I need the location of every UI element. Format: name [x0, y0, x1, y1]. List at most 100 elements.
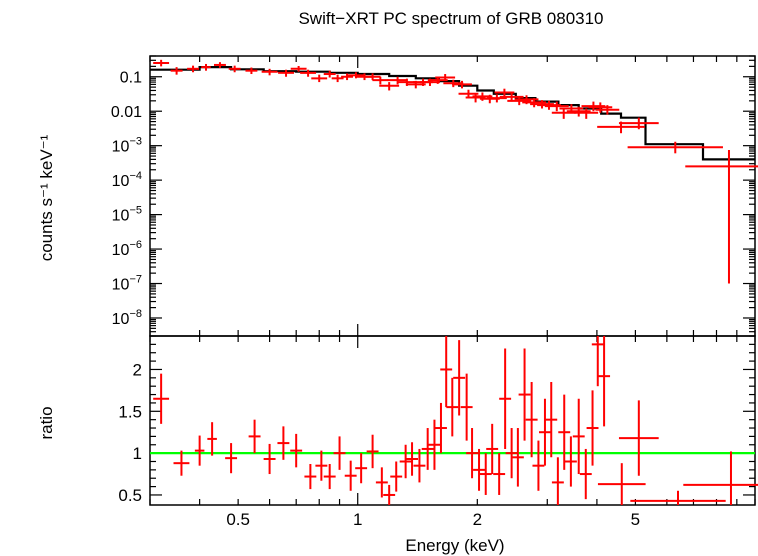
ratio-data-point	[518, 348, 531, 441]
ratio-data-point	[532, 440, 545, 491]
spectrum-data-point	[379, 82, 400, 91]
ratio-data-point	[277, 426, 290, 460]
ratio-data-point	[153, 373, 170, 424]
y-tick-label: 0.5	[118, 486, 142, 505]
ratio-data-point	[383, 484, 396, 505]
ratio-data-point	[173, 450, 190, 476]
ratio-data-point	[493, 453, 506, 495]
spectrum-data-point	[588, 102, 613, 113]
ratio-data-point	[572, 398, 585, 475]
spectrum-data-point	[228, 65, 241, 73]
ratio-data-point	[406, 442, 419, 476]
ratio-data-point	[248, 419, 261, 454]
ratio-data-point	[618, 400, 659, 476]
spectrum-data-point	[153, 59, 170, 67]
ratio-data-point	[399, 444, 412, 479]
ratio-data-point	[435, 402, 447, 454]
spectrum-data-point	[435, 74, 456, 82]
ratio-data-point	[466, 428, 479, 479]
ratio-data-point	[558, 394, 571, 470]
spectrum-data-point	[245, 67, 258, 75]
spectrum-data-point	[618, 117, 659, 130]
ratio-data-point	[586, 390, 599, 466]
model-step-line	[150, 66, 755, 161]
y-tick-label: 0.1	[120, 70, 142, 87]
ratio-data-point	[375, 467, 388, 498]
ratio-data-point	[225, 443, 238, 474]
ratio-data-point	[390, 461, 403, 492]
ratio-data-point	[511, 428, 524, 487]
spectrum-data-point	[300, 69, 317, 77]
ratio-data-point	[683, 451, 758, 505]
y-tick-label: 10−8	[112, 308, 142, 328]
ratio-data-point	[304, 464, 317, 490]
y-tick-label: 2	[133, 360, 142, 379]
spectrum-data-point	[341, 73, 354, 81]
ratio-data-point	[194, 435, 205, 466]
spectrum-data-point	[187, 65, 199, 73]
spectrum-data-point	[201, 63, 211, 71]
x-tick-label: 0.5	[226, 510, 250, 529]
spectrum-data-point	[544, 101, 569, 112]
spectrum-data-point	[372, 76, 389, 85]
spectrum-data-point	[494, 88, 515, 97]
x-tick-label: 2	[473, 510, 482, 529]
ratio-data-point	[564, 436, 577, 487]
ratio-data-point	[453, 340, 466, 416]
ratio-data-point	[263, 443, 276, 475]
ratio-data-point	[323, 464, 336, 490]
y-tick-label: 10−5	[112, 205, 142, 225]
spectrum-data-point	[348, 72, 364, 79]
y-tick-label: 10−6	[112, 239, 142, 259]
ratio-data-point	[355, 453, 368, 484]
y-tick-label: 10−3	[112, 136, 142, 156]
spectrum-data-point	[331, 74, 344, 83]
spectrum-data-point	[486, 94, 507, 103]
ratio-data-point	[315, 450, 328, 481]
spectrum-data-point	[364, 73, 381, 81]
ratio-data-point	[479, 453, 492, 495]
ratio-frame	[149, 335, 756, 506]
x-axis-label: Energy (keV)	[405, 536, 504, 555]
y-tick-label: 10−4	[112, 170, 142, 190]
ratio-data-point	[413, 448, 426, 483]
ratio-y-axis-label: ratio	[37, 406, 56, 439]
spectrum-data-point	[627, 141, 723, 154]
ratio-data-point	[290, 433, 303, 468]
ratio-data-point	[486, 423, 499, 475]
ratio-data-point	[207, 422, 217, 456]
ratio-data-point	[333, 436, 346, 470]
ratio-data-point	[499, 348, 512, 449]
ratio-data-point	[473, 448, 485, 491]
spectrum-data-point	[685, 149, 758, 284]
ratio-data-point	[538, 398, 551, 466]
ratio-data-point	[440, 336, 453, 408]
spectrum-data-point	[261, 68, 278, 76]
spectrum-data-point	[278, 69, 294, 77]
ratio-data-point	[598, 336, 611, 427]
spectrum-data-point	[452, 80, 472, 89]
ratio-data-point	[460, 373, 473, 441]
spectrum-y-axis-label: counts s⁻¹ keV⁻¹	[37, 134, 56, 261]
ratio-data-point	[597, 463, 646, 505]
spectrum-data-point	[323, 70, 336, 78]
spectrum-data-point	[595, 105, 620, 115]
spectrum-data-point	[213, 62, 226, 68]
x-tick-label: 5	[631, 510, 640, 529]
y-tick-label: 10−7	[112, 274, 142, 294]
ratio-data-point	[421, 428, 434, 470]
ratio-data-point	[505, 428, 518, 479]
spectrum-data-point	[290, 66, 307, 72]
ratio-data-point	[579, 448, 592, 500]
ratio-data-point	[591, 336, 604, 387]
ratio-data-point	[344, 460, 357, 491]
ratio-data-point	[551, 457, 564, 505]
spectrum-data-point	[387, 76, 408, 85]
spectrum-data-point	[311, 74, 328, 83]
y-tick-label: 1.5	[118, 402, 142, 421]
spectrum-frame	[149, 55, 756, 337]
ratio-data-point	[366, 434, 379, 469]
y-tick-label: 0.01	[111, 104, 142, 121]
x-tick-label: 1	[353, 510, 362, 529]
spectrum-data-point	[574, 108, 599, 119]
